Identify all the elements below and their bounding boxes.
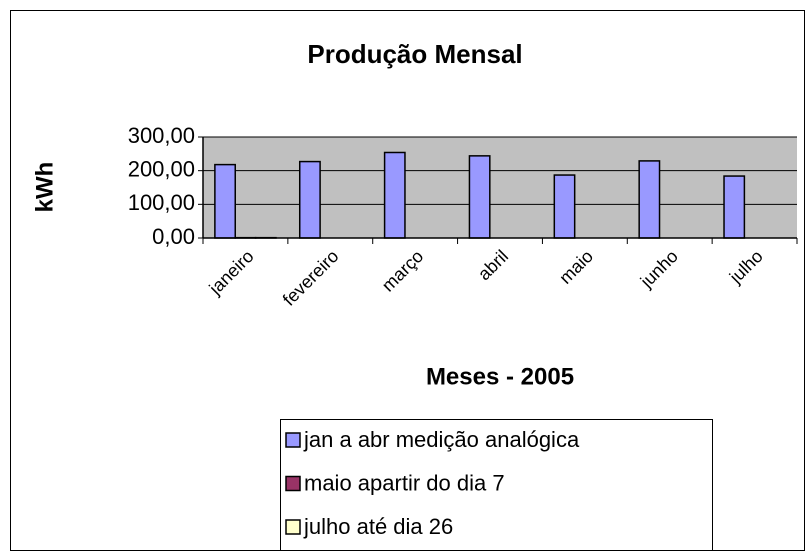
plot-area [203,137,797,238]
legend-label: maio apartir do dia 7 [304,470,505,495]
chart-title: Produção Mensal [307,39,522,69]
y-tick-label: 200,00 [128,156,195,181]
legend-swatch [285,475,301,492]
y-axis-title: kWh [31,162,58,213]
bar [298,160,321,239]
legend [280,419,713,551]
legend-label: julho até dia 26 [303,514,453,539]
y-tick-label: 100,00 [128,190,195,215]
bar [638,160,661,239]
x-axis-title: Meses - 2005 [426,363,574,390]
bar [723,175,746,239]
bar [214,163,236,239]
bar [468,155,491,239]
legend-swatch [285,432,301,448]
bar [553,174,576,239]
legend-label: jan a abr medição analógica [303,427,580,452]
y-tick-label: 0,00 [152,224,195,249]
bar [383,151,406,239]
y-tick-label: 300,00 [128,123,195,148]
legend-swatch [285,519,301,535]
